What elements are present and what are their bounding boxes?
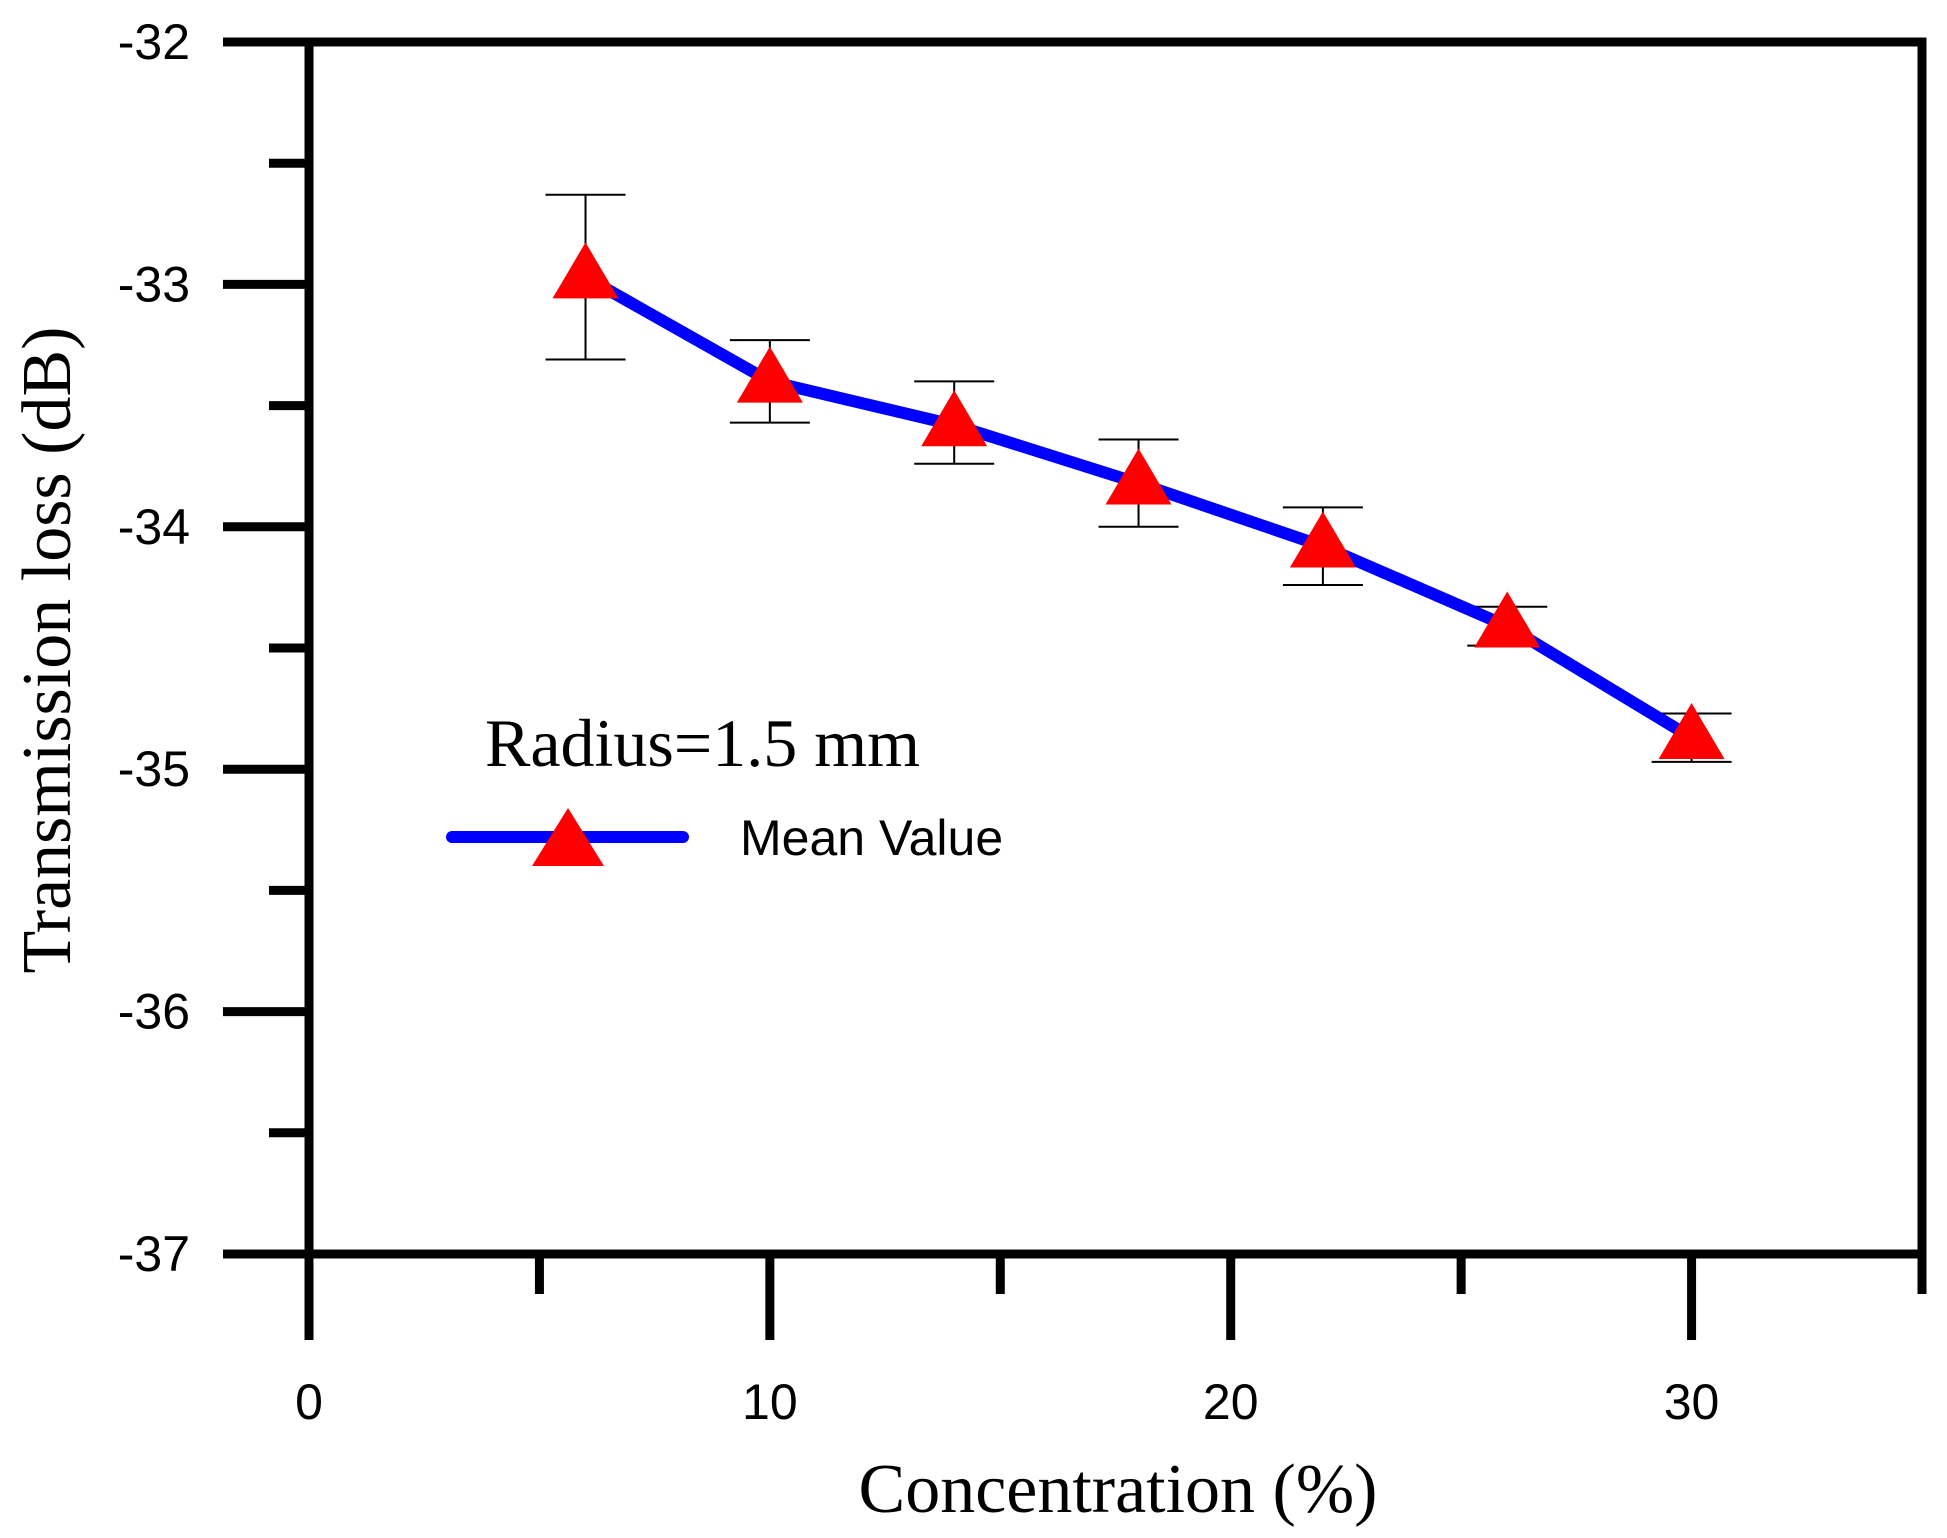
data-point-marker [921, 390, 988, 447]
data-point-marker [1105, 448, 1172, 505]
legend-title: Radius=1.5 mm [485, 705, 920, 781]
legend-triangle-marker-icon [532, 808, 604, 866]
legend: Radius=1.5 mm Mean Value [446, 705, 1003, 866]
data-point-marker [552, 242, 619, 299]
data-point-marker [736, 346, 803, 403]
y-axis-title: Transmission loss (dB) [9, 327, 86, 974]
x-tick-label: 0 [295, 1374, 323, 1430]
x-tick-label: 20 [1203, 1374, 1259, 1430]
y-tick-label: -34 [118, 499, 190, 555]
x-tick-label: 10 [742, 1374, 798, 1430]
y-tick-label: -32 [118, 14, 190, 70]
y-tick-label: -36 [118, 984, 190, 1040]
data-point-marker [1658, 702, 1725, 759]
y-tick-label: -35 [118, 741, 190, 797]
data-point-marker [1474, 591, 1541, 648]
x-axis-title: Concentration (%) [859, 1451, 1378, 1528]
legend-label: Mean Value [740, 810, 1003, 866]
axes: 0 10 20 30 -32 -33 -34 -35 -36 -37 [118, 14, 1927, 1430]
data-point-marker [1289, 511, 1356, 568]
data-markers [552, 242, 1725, 759]
plot-frame [304, 37, 1927, 1259]
x-tick-label: 30 [1664, 1374, 1720, 1430]
y-tick-label: -37 [118, 1226, 190, 1282]
y-tick-label: -33 [118, 256, 190, 312]
